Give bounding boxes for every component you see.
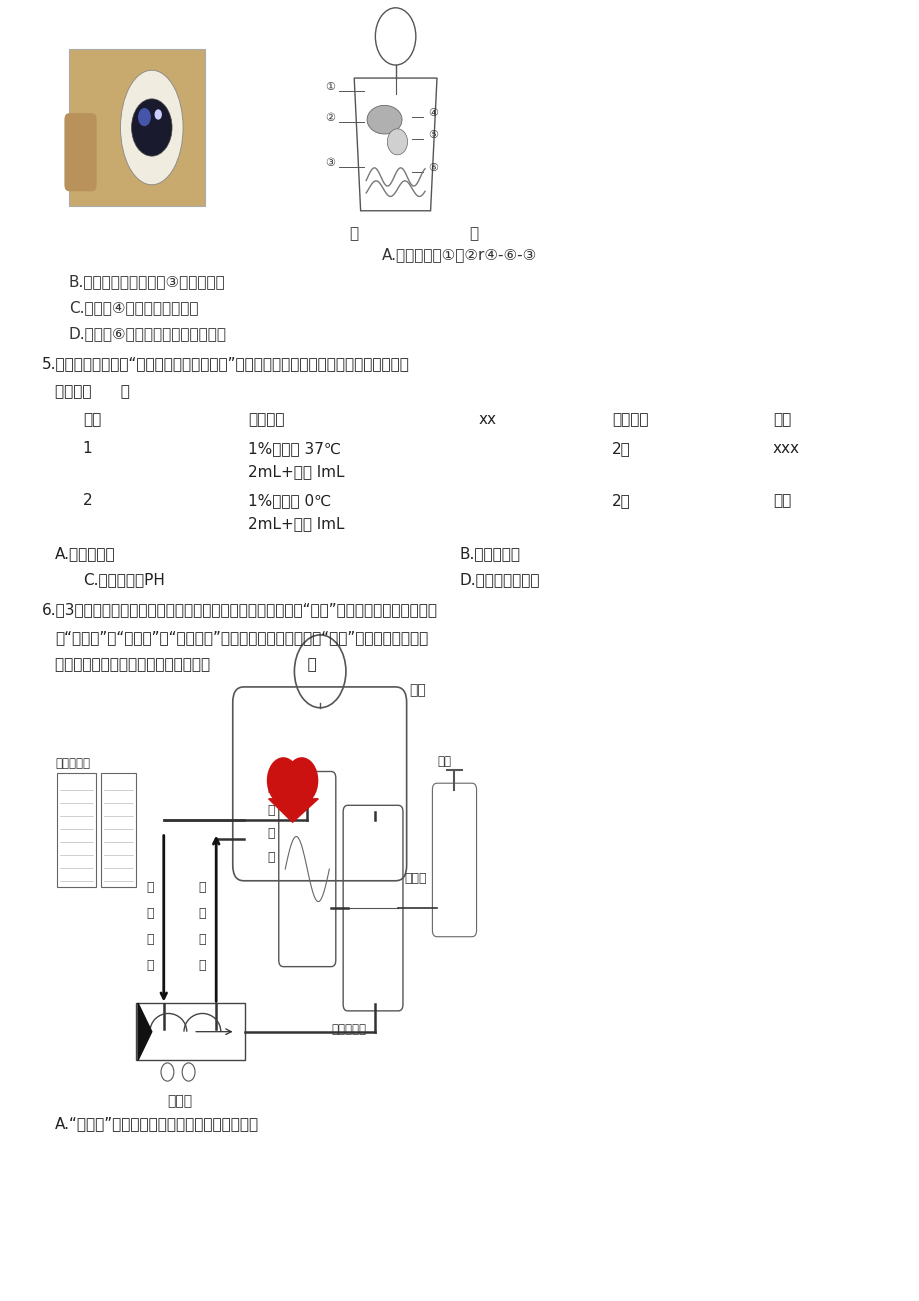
Ellipse shape [387,129,407,155]
Text: 2滴: 2滴 [611,493,630,509]
Ellipse shape [120,70,183,185]
Text: 5.（３分）某同学做“唠液淠粉酶的催化作用”实验的相关记录如表，该实验能表明酶的催: 5.（３分）某同学做“唠液淠粉酶的催化作用”实验的相关记录如表，该实验能表明酶的… [41,356,409,372]
Text: 现象: 现象 [772,412,790,428]
Text: 加入碘液: 加入碘液 [611,412,648,428]
Text: xxx: xxx [772,441,799,457]
Text: ⑥: ⑥ [427,163,437,173]
Text: 流: 流 [146,881,153,894]
Polygon shape [138,1003,152,1060]
Text: 氧合器: 氧合器 [404,872,426,885]
Text: 血: 血 [146,933,153,946]
Circle shape [285,757,318,804]
Text: ③: ③ [325,157,335,168]
Text: 甲: 甲 [349,226,358,242]
Text: 6.（3分）随着科技的不断发展，人工器官应用更加广泛，人工“心肺”机就是其中之一。它主要: 6.（3分）随着科技的不断发展，人工器官应用更加广泛，人工“心肺”机就是其中之一… [41,602,437,618]
Text: 2: 2 [83,493,92,509]
Text: ④: ④ [427,108,437,118]
Text: 血: 血 [199,933,206,946]
Text: 1: 1 [83,441,92,457]
FancyBboxPatch shape [69,49,205,206]
Ellipse shape [367,105,402,134]
Text: 营养补充液: 营养补充液 [55,757,90,770]
Text: 出: 出 [146,907,153,920]
Text: 乙: 乙 [469,226,478,242]
FancyBboxPatch shape [64,113,96,191]
Text: 2滴: 2滴 [611,441,630,457]
Text: 交: 交 [267,804,275,817]
Text: 作示意图，以下分析不符合实际的是（                    ）: 作示意图，以下分析不符合实际的是（ ） [55,657,317,673]
Text: D.需要适宜的温度: D.需要适宜的温度 [460,572,540,588]
Polygon shape [268,799,318,822]
Text: 电动泵: 电动泵 [166,1094,192,1108]
Text: 由“电动泵”、“氧合器”、“热交换器”三部分构成。如图为人工“心肺”机救治病人时的工: 由“电动泵”、“氧合器”、“热交换器”三部分构成。如图为人工“心肺”机救治病人时… [55,630,428,645]
Text: D.在结构⑥中不会与各种消化液相遇: D.在结构⑥中不会与各种消化液相遇 [69,327,227,342]
Text: 器: 器 [267,851,275,864]
Text: 流: 流 [199,881,206,894]
Circle shape [267,757,300,804]
Text: 2mL+唾液 lmL: 2mL+唾液 lmL [248,464,345,480]
Text: 液: 液 [199,959,206,972]
Text: 氧气: 氧气 [437,755,450,768]
Text: 变蓝: 变蓝 [772,493,790,509]
Text: 人体: 人体 [409,683,425,697]
Text: B.若非人为则经过结构③的时间最长: B.若非人为则经过结构③的时间最长 [69,275,225,290]
Text: 加入物质: 加入物质 [248,412,285,428]
Text: xx: xx [478,412,496,428]
Circle shape [138,108,151,126]
Text: 试管: 试管 [83,412,101,428]
Text: 二氧化碳等: 二氧化碳等 [331,1023,366,1036]
Text: ②: ② [325,113,335,124]
Text: 换: 换 [267,827,275,840]
Text: B.具有高效性: B.具有高效性 [460,546,520,562]
Text: A.具有专一性: A.具有专一性 [55,546,116,562]
Text: 1%淀粉糊 0℃: 1%淀粉糊 0℃ [248,493,331,509]
Text: 热: 热 [267,781,275,794]
Text: 回: 回 [199,907,206,920]
Text: ⑤: ⑤ [427,130,437,141]
Text: 液: 液 [146,959,153,972]
Circle shape [154,109,162,120]
Text: 1%淀粉糊 37℃: 1%淀粉糊 37℃ [248,441,341,457]
Text: A.“电动泵”相当于人的心脏，可以推动血液循环: A.“电动泵”相当于人的心脏，可以推动血液循环 [55,1116,259,1132]
Text: ①: ① [325,82,335,92]
Text: A.可依次经过①－②r④-⑥-③: A.可依次经过①－②r④-⑥-③ [382,247,537,263]
Text: C.在结构④中可拍到皱襞结构: C.在结构④中可拍到皱襞结构 [69,301,199,316]
Text: 2mL+唾液 lmL: 2mL+唾液 lmL [248,516,345,532]
Text: C.需要适宜的PH: C.需要适宜的PH [83,572,165,588]
Text: 化作用（      ）: 化作用（ ） [55,384,130,399]
Circle shape [131,99,172,156]
